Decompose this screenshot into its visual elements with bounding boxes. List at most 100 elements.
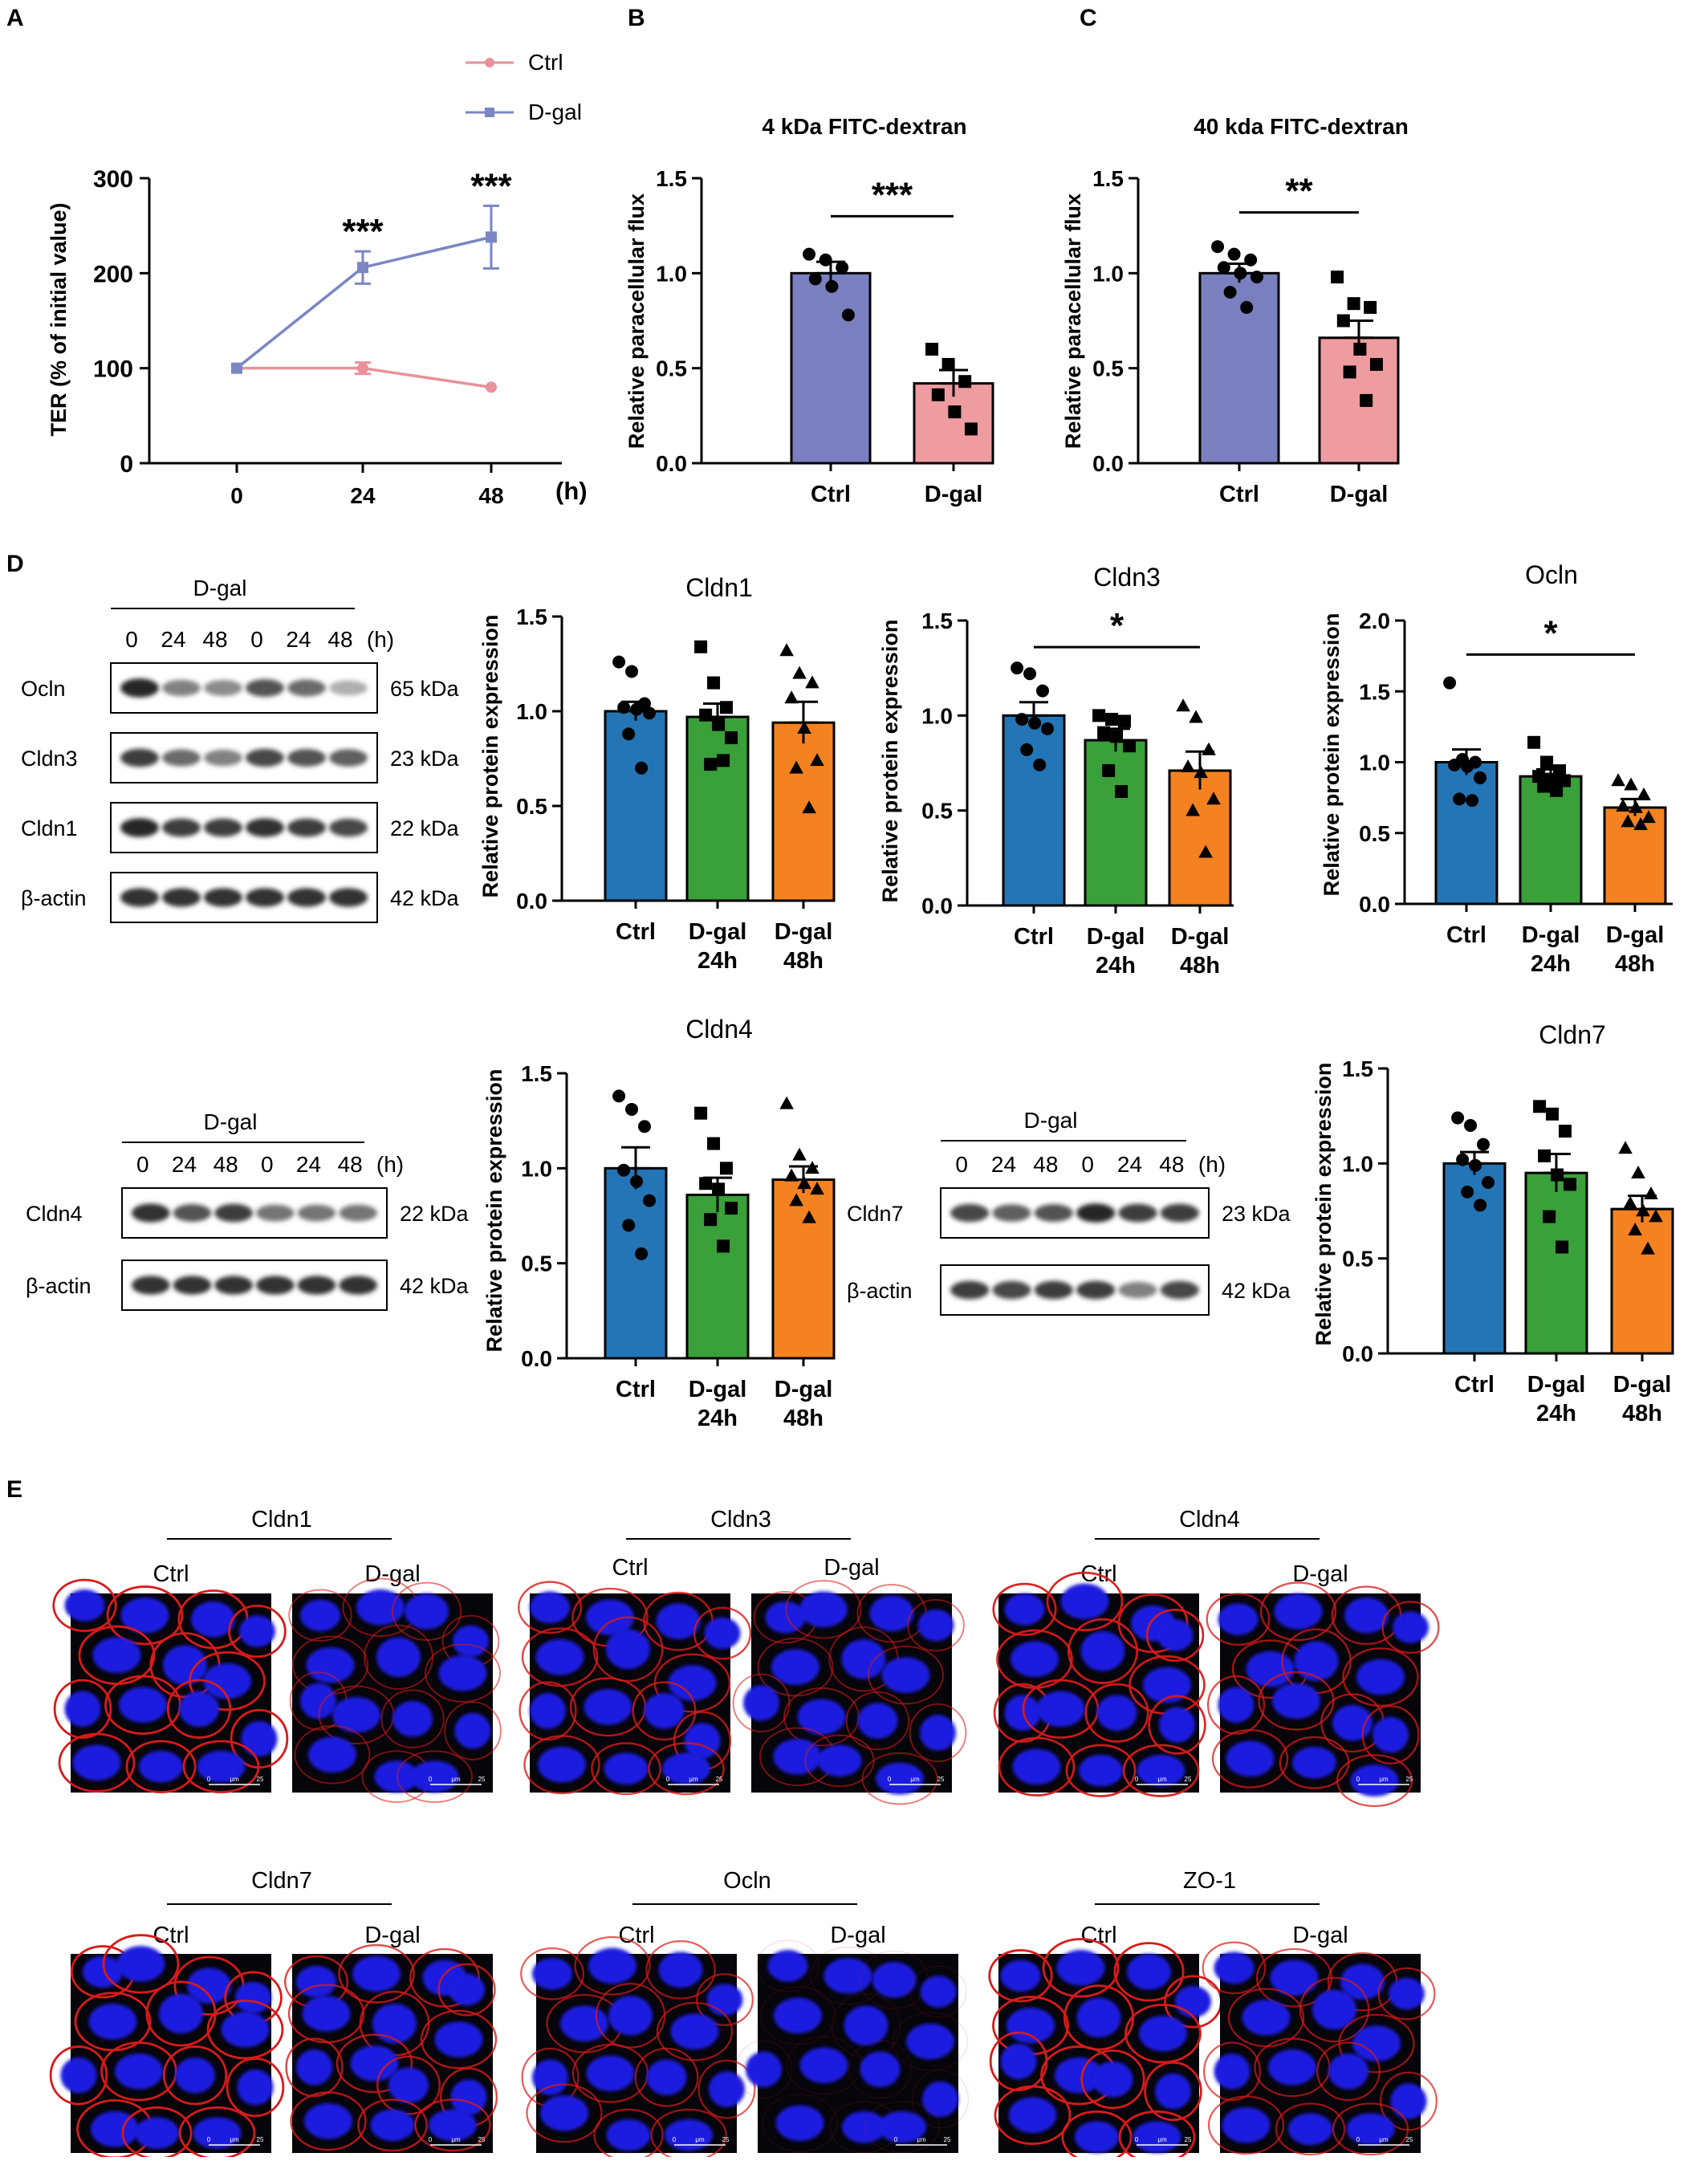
data-point-0 xyxy=(625,665,639,678)
blot-band xyxy=(120,888,159,907)
membrane-outline xyxy=(911,2069,970,2129)
membrane-outline xyxy=(892,2012,969,2071)
bar-0 xyxy=(790,271,872,465)
blot-protein-label: β-actin xyxy=(21,886,87,910)
blot-lane-label: 48 xyxy=(327,627,352,652)
y-tick-label: 1.5 xyxy=(1359,679,1390,704)
blot-protein-label: β-actin xyxy=(847,1279,913,1303)
blot-band xyxy=(329,888,368,907)
data-point-0 xyxy=(1453,792,1466,806)
chart-d-ocln: Ocln Relative protein expression 0.0 0.5 1… xyxy=(1320,560,1673,977)
data-point-0 xyxy=(1476,1137,1490,1151)
nucleus xyxy=(1222,2106,1271,2143)
nucleus xyxy=(881,1657,930,1693)
membrane-outline xyxy=(1202,2041,1262,2102)
membrane-outline xyxy=(1145,1608,1205,1662)
blot-band xyxy=(246,679,284,697)
membrane-outline xyxy=(338,1943,415,2004)
data-point-2 xyxy=(1616,799,1630,812)
blot-band xyxy=(246,818,284,837)
nucleus xyxy=(197,1750,246,1783)
nucleus xyxy=(306,1646,355,1683)
scalebar-label: μm xyxy=(230,1776,239,1783)
membrane-outline xyxy=(363,1624,434,1691)
nucleus xyxy=(179,1691,219,1728)
y-tick-label: 300 xyxy=(93,166,133,193)
nucleus xyxy=(532,2059,568,2096)
blot-band xyxy=(120,678,159,698)
membrane-outline xyxy=(848,2040,912,2099)
membrane-outline xyxy=(518,1681,577,1741)
blot-kda-label: 23 kDa xyxy=(390,747,460,771)
nucleus xyxy=(922,2081,958,2118)
nucleus xyxy=(799,1591,848,1628)
membrane-outline xyxy=(376,2055,441,2115)
scalebar-label: μm xyxy=(910,1776,920,1783)
nucleus xyxy=(644,1693,685,1729)
y-tick-label: 0.5 xyxy=(521,1251,552,1276)
data-point-1 xyxy=(1336,314,1350,328)
blot-band xyxy=(950,1280,990,1300)
y-tick-label: 1.0 xyxy=(1359,751,1390,775)
chart-title: 4 kDa FITC-dextran xyxy=(762,114,966,139)
bar-0 xyxy=(604,1166,668,1360)
membrane-outline xyxy=(634,2047,699,2107)
membrane-outline xyxy=(1065,1744,1137,1797)
y-tick-label: 1.5 xyxy=(656,166,687,191)
membrane-outline xyxy=(1336,1754,1413,1808)
data-point-2 xyxy=(805,675,819,689)
nucleus xyxy=(799,2047,848,2084)
data-point-0 xyxy=(1474,771,1487,784)
nucleus xyxy=(1218,1687,1255,1724)
nucleus xyxy=(300,1683,336,1719)
nucleus xyxy=(187,1968,231,2004)
membrane-outline xyxy=(697,2059,756,2119)
scalebar-label: 0 xyxy=(207,2136,211,2143)
data-point-2 xyxy=(1198,844,1213,858)
data-point-1 xyxy=(1538,1149,1551,1162)
nucleus xyxy=(1075,2121,1119,2153)
nucleus xyxy=(1157,1619,1194,1651)
data-point-1 xyxy=(925,343,939,356)
blot-lane-label: 48 xyxy=(202,627,227,652)
blot-band xyxy=(214,1276,253,1295)
y-tick-label: 1.0 xyxy=(521,1156,552,1181)
significance-mark: * xyxy=(1110,606,1124,645)
blot-band xyxy=(329,818,368,837)
micrograph-condition-label: D-gal xyxy=(1292,1923,1348,1948)
scalebar-label: 0 xyxy=(1356,1776,1360,1783)
data-point-1 xyxy=(1533,1100,1547,1113)
y-tick-label: 1.0 xyxy=(1092,261,1124,286)
membrane-outline xyxy=(1361,1705,1420,1764)
blot-band xyxy=(1160,1203,1199,1223)
x-tick-label: Ctrl xyxy=(811,482,851,507)
nucleus xyxy=(530,1591,570,1624)
nucleus xyxy=(72,1744,121,1781)
scalebar-label: μm xyxy=(451,2136,461,2143)
nucleus xyxy=(116,1946,165,1982)
significance-mark: *** xyxy=(470,166,512,206)
data-point-1 xyxy=(964,422,978,436)
nucleus xyxy=(1242,2000,1291,2036)
data-point-1 xyxy=(707,1137,721,1150)
bar-0 xyxy=(1442,1162,1507,1355)
nucleus xyxy=(1294,1641,1339,1682)
nucleus xyxy=(304,2103,352,2139)
data-point-0 xyxy=(1448,759,1462,772)
nucleus xyxy=(817,1744,862,1777)
x-tick-label: D-gal 48h xyxy=(1171,924,1230,979)
data-point-0 xyxy=(1482,1176,1495,1189)
blot-band xyxy=(162,888,201,907)
nucleus xyxy=(64,1691,101,1728)
nucleus xyxy=(1000,1960,1041,1992)
panel-label-b: B xyxy=(628,5,645,31)
data-point-1 xyxy=(1537,779,1551,793)
y-tick-label: 0.0 xyxy=(516,889,547,914)
chart-d-cldn3: Cldn3 Relative protein expression 0.0 0.5… xyxy=(878,563,1234,979)
membrane-outline xyxy=(166,1679,232,1739)
nucleus xyxy=(1056,1950,1105,1986)
data-point-1 xyxy=(1360,393,1373,407)
y-tick-label: 0.0 xyxy=(1359,892,1390,917)
scalebar-label: μm xyxy=(230,2136,239,2143)
